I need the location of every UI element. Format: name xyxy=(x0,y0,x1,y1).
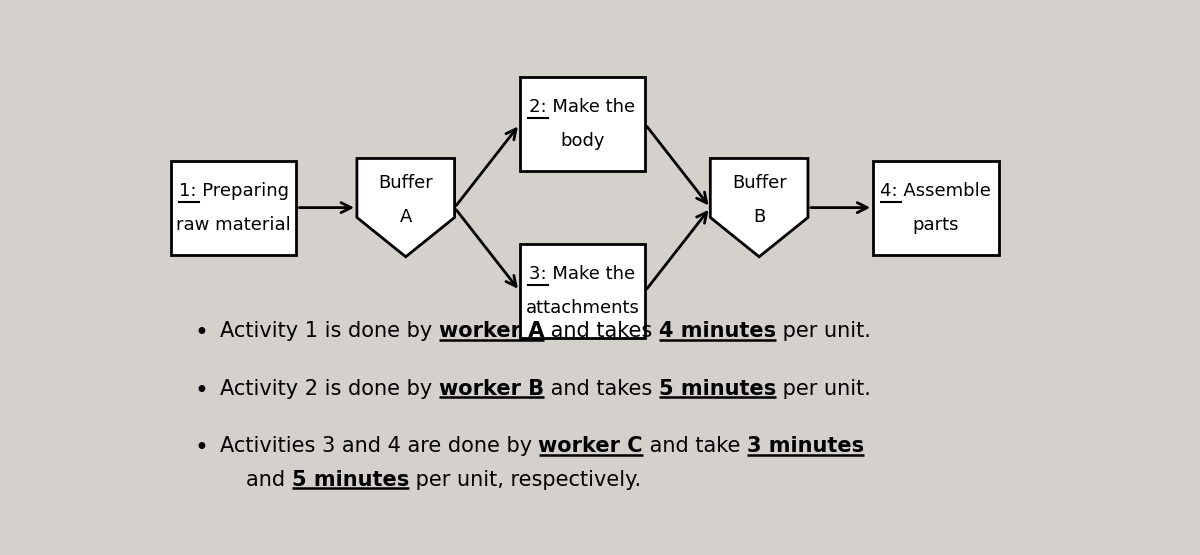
Text: 4: Assemble: 4: Assemble xyxy=(881,181,991,200)
Text: 5 minutes: 5 minutes xyxy=(659,379,776,398)
Text: •: • xyxy=(194,436,209,460)
Text: 5 minutes: 5 minutes xyxy=(292,470,409,490)
Text: 2: Make the: 2: Make the xyxy=(529,98,636,116)
Text: Activity 1 is done by: Activity 1 is done by xyxy=(220,321,439,341)
FancyBboxPatch shape xyxy=(170,160,296,255)
Text: Buffer: Buffer xyxy=(378,174,433,191)
Text: worker B: worker B xyxy=(439,379,544,398)
Text: Activity 2 is done by: Activity 2 is done by xyxy=(220,379,439,398)
Text: raw material: raw material xyxy=(176,216,292,234)
Text: and take: and take xyxy=(643,436,746,456)
Text: 3: Make the: 3: Make the xyxy=(529,265,636,283)
FancyBboxPatch shape xyxy=(520,77,646,171)
Text: attachments: attachments xyxy=(526,299,640,317)
Text: •: • xyxy=(194,379,209,402)
Polygon shape xyxy=(710,159,808,257)
Text: Buffer: Buffer xyxy=(732,174,786,191)
Text: and takes: and takes xyxy=(544,321,659,341)
Text: worker C: worker C xyxy=(539,436,643,456)
Text: 1: Preparing: 1: Preparing xyxy=(179,181,289,200)
Text: body: body xyxy=(560,133,605,150)
Text: and: and xyxy=(246,470,292,490)
Text: per unit, respectively.: per unit, respectively. xyxy=(409,470,641,490)
Text: 3 minutes: 3 minutes xyxy=(746,436,864,456)
Text: A: A xyxy=(400,208,412,226)
Text: per unit.: per unit. xyxy=(776,321,871,341)
Polygon shape xyxy=(356,159,455,257)
Text: and takes: and takes xyxy=(544,379,659,398)
Text: B: B xyxy=(754,208,766,226)
Text: parts: parts xyxy=(913,216,959,234)
FancyBboxPatch shape xyxy=(520,244,646,338)
Text: Activities 3 and 4 are done by: Activities 3 and 4 are done by xyxy=(220,436,539,456)
Text: worker A: worker A xyxy=(439,321,544,341)
Text: 4 minutes: 4 minutes xyxy=(659,321,776,341)
FancyBboxPatch shape xyxy=(874,160,998,255)
Text: •: • xyxy=(194,321,209,345)
Text: per unit.: per unit. xyxy=(776,379,871,398)
